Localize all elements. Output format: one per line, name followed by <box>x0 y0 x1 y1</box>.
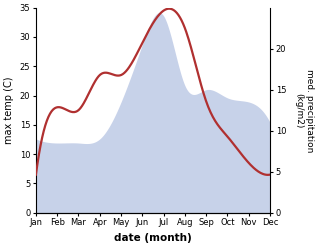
Y-axis label: med. precipitation
(kg/m2): med. precipitation (kg/m2) <box>294 68 314 152</box>
X-axis label: date (month): date (month) <box>114 233 192 243</box>
Y-axis label: max temp (C): max temp (C) <box>4 76 14 144</box>
